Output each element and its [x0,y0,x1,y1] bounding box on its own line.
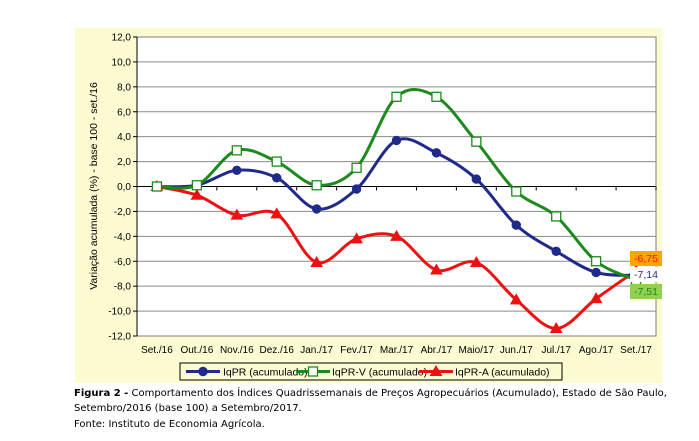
data-point [551,211,562,222]
x-tick-label: Jan./17 [300,345,333,356]
y-tick-label: 4,0 [117,132,131,143]
data-point [391,91,402,102]
x-axis: Set./16 Out./16 Nov./16 Dez./16 Jan./17 Fev./… [136,186,657,356]
data-point [190,188,204,200]
data-point [511,220,521,230]
data-point [511,186,522,197]
data-point [590,256,602,267]
data-point [271,156,282,167]
end-label-box [630,251,662,266]
figure-source: Fonte: Instituto de Economia Agrícola. [74,419,265,430]
data-point [351,184,362,194]
end-value-labels: -6,75 -7,14 -7,51 [630,251,662,299]
data-point [351,162,362,173]
data-point [471,174,482,184]
data-point [549,322,563,334]
y-tick-label: 10,0 [112,57,132,68]
data-point [591,267,601,278]
legend-marker [307,366,319,377]
x-tick-label: Nov./16 [220,345,254,356]
y-axis: 12,0 10,0 8,0 6,0 4,0 2,0 0,0 -2,0 -4,0 -6,0 -8,0 -… [108,33,138,343]
data-point [350,232,363,244]
y-tick-label: -6,0 [114,257,132,268]
data-point [589,292,603,304]
figure-caption: Figura 2 - Comportamento dos Índices Qua… [74,386,674,416]
x-tick-label: Ago./17 [579,345,614,356]
figure-caption-text: Comportamento dos Índices Quadrissemanai… [74,388,667,414]
data-point [431,148,442,158]
y-tick-label: -8,0 [114,282,132,293]
x-tick-label: Out./16 [180,345,213,356]
data-point [471,136,482,147]
y-tick-label: 2,0 [117,157,131,168]
data-point [231,145,242,156]
data-point [551,246,561,256]
legend-entry: IqPR-A (acumulado) [455,367,550,379]
data-point [390,229,403,241]
y-tick-label: 8,0 [117,82,131,93]
x-tick-label: Set./17 [620,345,652,356]
data-point [151,181,163,192]
x-tick-label: Mar./17 [380,345,414,356]
data-point [270,207,284,219]
legend: IqPR (acumulado) IqPR-V (acumulado) IqPR-A… [179,362,563,381]
end-value-label: -7,51 [634,286,658,298]
legend-marker [198,366,208,377]
legend-box [179,362,563,381]
data-point [391,135,402,146]
gridlines [137,61,656,312]
data-point [311,180,322,191]
data-point [430,263,443,275]
y-tick-label: -12,0 [108,332,131,343]
x-tick-label: Abr./17 [421,345,453,356]
y-tick-label: -4,0 [114,232,132,243]
y-tick-label: -10,0 [108,307,131,318]
end-value-label: -6,75 [634,253,658,265]
data-point [272,173,282,183]
y-tick-label: -2,0 [114,207,132,218]
legend-entry: IqPR-V (acumulado) [332,367,427,379]
y-tick-label: 0,0 [117,182,131,193]
y-axis-title: Variação acumulada (%) - base 100 - set.… [88,82,100,290]
data-point [311,204,322,214]
data-point [469,255,483,267]
data-point [509,293,523,305]
x-tick-label: Dez./16 [259,345,294,356]
end-value-label: -7,14 [634,269,658,281]
data-point [310,255,324,267]
figure-label: Figura 2 - [74,388,129,399]
data-point [230,208,244,220]
end-label-box [630,267,662,282]
x-tick-label: Fev./17 [340,345,373,356]
data-point [431,91,442,102]
y-tick-label: 12,0 [112,33,132,44]
x-tick-label: Set./16 [141,345,173,356]
legend-marker [429,365,443,376]
data-point [191,180,203,191]
end-label-box [630,284,662,299]
x-tick-label: Jul./17 [541,345,571,356]
legend-entry: IqPR (acumulado) [223,367,308,379]
y-tick-label: 6,0 [117,107,131,118]
x-tick-label: Maio/17 [459,345,495,356]
x-tick-label: Jun./17 [500,345,533,356]
data-point [232,165,242,176]
